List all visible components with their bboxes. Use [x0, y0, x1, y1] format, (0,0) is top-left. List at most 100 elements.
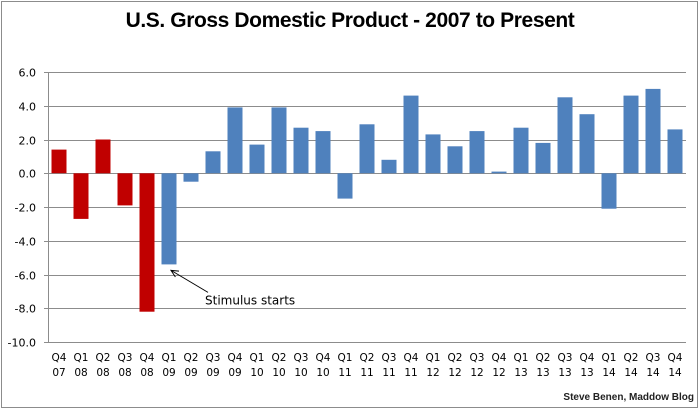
x-tick-label-year: 14	[624, 367, 638, 379]
x-tick-label-quarter: Q3	[206, 352, 221, 364]
x-tick-label-year: 08	[118, 367, 131, 379]
bar-q1-13	[513, 127, 529, 174]
x-tick-label-quarter: Q1	[514, 352, 529, 364]
bar-q3-11	[381, 159, 397, 174]
y-tick-label: 2.0	[19, 135, 37, 148]
bar-q2-09	[183, 173, 199, 182]
bar-q4-13	[579, 114, 595, 174]
annotation: Stimulus starts	[170, 269, 295, 307]
x-tick-label-year: 09	[184, 367, 197, 379]
x-tick-label-year: 12	[426, 367, 439, 379]
x-tick-label-year: 11	[338, 367, 351, 379]
bar-q3-09	[205, 151, 221, 174]
x-tick-label-quarter: Q4	[668, 352, 683, 364]
x-tick-label-quarter: Q3	[470, 352, 485, 364]
annotation-label: Stimulus starts	[205, 293, 295, 307]
bar-q1-14	[601, 173, 617, 209]
x-tick-label-year: 13	[514, 367, 527, 379]
bar-q3-10	[293, 127, 309, 174]
y-tick-label: -10.0	[8, 337, 36, 350]
x-tick-label-quarter: Q3	[118, 352, 133, 364]
y-tick-label: 0.0	[19, 168, 37, 181]
bar-q2-13	[535, 142, 551, 174]
x-tick-label-quarter: Q4	[404, 352, 419, 364]
bar-q4-14	[667, 129, 683, 174]
bar-q3-13	[557, 97, 573, 174]
annotation-arrowhead	[170, 269, 180, 278]
x-tick-label-quarter: Q4	[140, 352, 155, 364]
bar-q4-10	[315, 131, 331, 174]
bar-q3-14	[645, 88, 661, 174]
y-tick-label: -4.0	[15, 236, 36, 249]
x-tick-label-year: 11	[404, 367, 417, 379]
chart-title: U.S. Gross Domestic Product - 2007 to Pr…	[125, 9, 575, 32]
x-tick-label-quarter: Q1	[338, 352, 353, 364]
x-tick-label-quarter: Q2	[448, 352, 463, 364]
x-tick-label-year: 10	[272, 367, 285, 379]
y-tick-labels: 6.0 4.0 2.0 0.0 -2.0 -4.0 -6.0 -8.0 -10.0	[8, 67, 36, 350]
bar-q2-08	[95, 139, 111, 174]
bar-q2-11	[359, 124, 375, 174]
x-tick-label-year: 13	[558, 367, 571, 379]
x-tick-label-year: 13	[580, 367, 593, 379]
x-tick-label-quarter: Q1	[250, 352, 265, 364]
bar-q4-08	[139, 173, 155, 312]
x-tick-label-quarter: Q1	[426, 352, 441, 364]
bar-q3-12	[469, 131, 485, 174]
y-tick-label: 4.0	[19, 101, 37, 114]
bar-q2-12	[447, 146, 463, 174]
x-tick-label-year: 11	[360, 367, 373, 379]
x-tick-label-quarter: Q4	[316, 352, 331, 364]
x-tick-label-quarter: Q3	[558, 352, 573, 364]
x-tick-label-quarter: Q3	[382, 352, 397, 364]
bar-q4-07	[51, 149, 67, 174]
credit-label: Steve Benen, Maddow Blog	[563, 392, 694, 403]
bar-q4-09	[227, 107, 243, 174]
x-tick-label-year: 08	[74, 367, 87, 379]
x-tick-label-year: 08	[96, 367, 109, 379]
x-tick-label-year: 12	[492, 367, 505, 379]
x-tick-label-year: 09	[162, 367, 175, 379]
annotation-arrow	[170, 269, 209, 293]
x-tick-label-year: 09	[228, 367, 241, 379]
x-tick-label-quarter: Q3	[646, 352, 661, 364]
x-tick-label-quarter: Q3	[294, 352, 309, 364]
x-tick-label-quarter: Q1	[74, 352, 89, 364]
x-tick-label-quarter: Q4	[52, 352, 67, 364]
bar-q1-08	[73, 173, 89, 219]
x-tick-labels: Q4 07 Q1 08 Q2 08 Q3 08 Q4 08 Q1 09 Q2 09 Q3 09 Q4 09 Q1 10…	[52, 352, 683, 379]
x-tick-label-year: 10	[316, 367, 329, 379]
x-tick-label-year: 12	[470, 367, 483, 379]
x-tick-label-year: 12	[448, 367, 461, 379]
bar-q1-12	[425, 134, 441, 174]
x-tick-label-year: 07	[52, 367, 65, 379]
x-tick-label-year: 14	[646, 367, 660, 379]
x-tick-label-year: 13	[536, 367, 549, 379]
bar-q3-08	[117, 173, 133, 206]
bar-q2-10	[271, 107, 287, 174]
x-tick-label-year: 10	[250, 367, 263, 379]
y-tick-label: -6.0	[15, 270, 36, 283]
bar-q4-11	[403, 95, 419, 174]
x-tick-label-quarter: Q1	[162, 352, 177, 364]
x-tick-label-quarter: Q2	[184, 352, 199, 364]
x-tick-label-quarter: Q4	[492, 352, 507, 364]
x-tick-label-year: 09	[206, 367, 219, 379]
x-tick-label-year: 11	[382, 367, 395, 379]
bar-q1-09	[161, 173, 177, 265]
x-tick-label-quarter: Q2	[624, 352, 639, 364]
bars	[51, 88, 683, 312]
x-tick-label-quarter: Q2	[536, 352, 551, 364]
x-tick-label-year: 14	[668, 367, 682, 379]
bar-q4-12	[491, 171, 507, 174]
x-tick-label-year: 14	[602, 367, 616, 379]
x-tick-label-quarter: Q4	[228, 352, 243, 364]
bar-q2-14	[623, 95, 639, 174]
x-tick-label-quarter: Q2	[360, 352, 375, 364]
bar-q1-11	[337, 173, 353, 199]
y-tick-label: -8.0	[15, 303, 36, 316]
x-tick-label-year: 08	[140, 367, 153, 379]
x-tick-label-quarter: Q4	[580, 352, 595, 364]
